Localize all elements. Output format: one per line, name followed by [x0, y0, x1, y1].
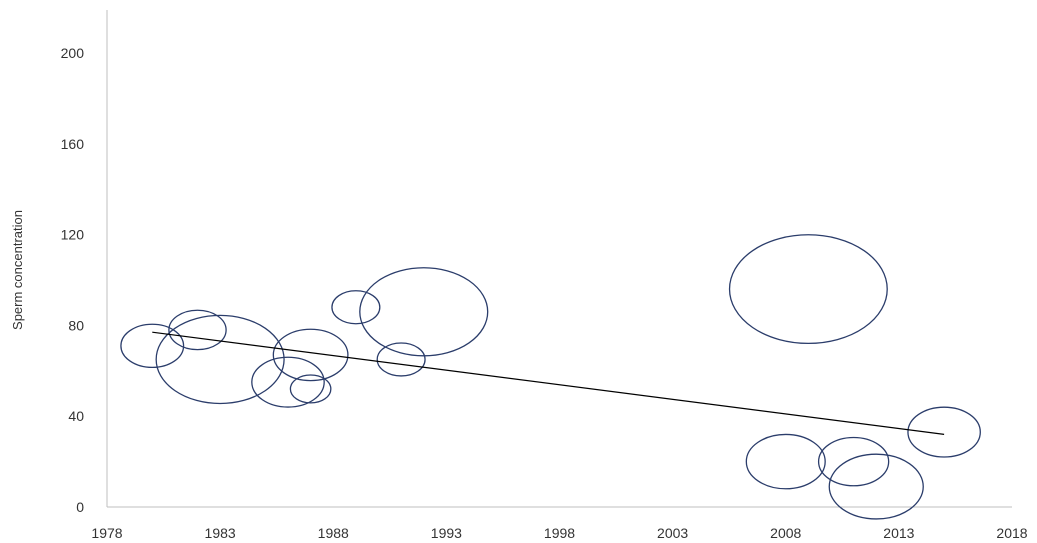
bubbles	[120, 234, 981, 520]
bubble-point	[907, 406, 981, 458]
x-tick-label: 1988	[318, 525, 349, 541]
y-tick-label: 200	[61, 45, 85, 61]
bubble-point	[272, 328, 349, 382]
bubble-point	[817, 436, 890, 487]
bubble-point	[168, 309, 227, 351]
y-tick-label: 0	[76, 499, 84, 515]
bubble-point	[289, 374, 332, 404]
y-tick-label: 120	[61, 227, 85, 243]
x-tick-label: 2008	[770, 525, 801, 541]
bubble-point	[155, 314, 285, 405]
x-tick-label: 2018	[996, 525, 1027, 541]
x-tick-label: 1998	[544, 525, 575, 541]
bubble-point	[251, 356, 325, 408]
x-tick-label: 1983	[205, 525, 236, 541]
y-axis: 0 40 80 120 160 200	[61, 10, 108, 515]
bubble-point	[331, 290, 381, 325]
bubble-point	[376, 342, 426, 377]
x-tick-label: 1993	[431, 525, 462, 541]
y-tick-label: 40	[68, 408, 84, 424]
x-tick-label: 1978	[91, 525, 122, 541]
bubble-point	[728, 234, 888, 345]
trendline-group	[152, 331, 945, 435]
bubble-point	[828, 453, 924, 520]
bubble-point	[745, 433, 826, 490]
bubble-point	[359, 267, 489, 357]
y-tick-label: 80	[68, 317, 84, 333]
x-axis: 1978 1983 1988 1993 1998 2003 2008 2013 2018	[91, 506, 1028, 541]
x-tick-label: 2003	[657, 525, 688, 541]
x-tick-label: 2013	[883, 525, 914, 541]
trendline	[152, 331, 945, 435]
bubble-point	[120, 323, 185, 369]
y-tick-label: 160	[61, 136, 85, 152]
y-axis-title: Sperm concentration	[10, 210, 25, 330]
